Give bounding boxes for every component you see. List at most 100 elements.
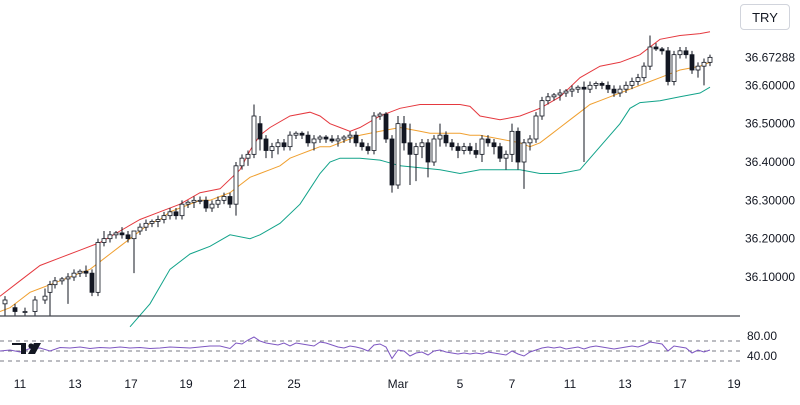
price-tick-label: 36.30000 bbox=[745, 193, 795, 207]
candle-body bbox=[215, 199, 221, 205]
candle-body bbox=[677, 50, 683, 56]
candle-body bbox=[377, 113, 383, 117]
candle-body bbox=[467, 146, 473, 151]
candle-body bbox=[179, 203, 185, 217]
candle bbox=[203, 196, 209, 212]
candle-body bbox=[533, 115, 539, 140]
candle bbox=[671, 50, 677, 86]
candle-body bbox=[227, 196, 233, 205]
candle-body bbox=[155, 219, 161, 222]
indicator-pane bbox=[0, 336, 740, 362]
time-tick-label: 13 bbox=[68, 377, 82, 391]
candle-body bbox=[371, 115, 377, 151]
candle bbox=[227, 192, 233, 208]
candle bbox=[557, 89, 563, 101]
candle-body bbox=[143, 222, 149, 228]
indicator-tick-label: 40.00 bbox=[747, 349, 777, 363]
time-tick-label: 19 bbox=[179, 377, 193, 391]
candle bbox=[323, 135, 329, 143]
price-pane bbox=[0, 31, 713, 328]
candle-body bbox=[269, 146, 275, 151]
candle-body bbox=[95, 242, 101, 293]
candle bbox=[22, 307, 28, 316]
candle bbox=[275, 139, 281, 155]
candle-body bbox=[413, 146, 419, 155]
price-tick-label: 36.60000 bbox=[745, 78, 795, 92]
indicator-tick-label: 80.00 bbox=[747, 329, 777, 343]
candle bbox=[521, 139, 527, 189]
time-tick-label: 17 bbox=[124, 377, 138, 391]
candle bbox=[77, 269, 83, 277]
candle bbox=[95, 238, 101, 297]
candle bbox=[707, 54, 713, 67]
time-axis[interactable]: 11 13 17 19 21 25 Mar 5 7 11 13 17 19 bbox=[14, 377, 741, 391]
candle-body bbox=[647, 46, 653, 67]
candle bbox=[629, 77, 635, 90]
candle bbox=[371, 112, 377, 155]
candle bbox=[431, 135, 437, 166]
candle-body bbox=[623, 84, 629, 90]
candle bbox=[2, 296, 8, 316]
currency-button[interactable]: TRY bbox=[740, 4, 790, 30]
candle bbox=[515, 127, 521, 170]
candle bbox=[281, 139, 287, 151]
tradingview-logo[interactable] bbox=[12, 343, 41, 354]
candle-body bbox=[191, 199, 197, 203]
candle bbox=[131, 230, 137, 274]
candle bbox=[509, 123, 515, 162]
candle-body bbox=[527, 138, 533, 144]
candle-body bbox=[197, 199, 203, 202]
time-tick-label: 19 bbox=[727, 377, 741, 391]
candle bbox=[347, 131, 353, 143]
candle bbox=[395, 116, 401, 189]
candle-body bbox=[239, 157, 245, 167]
candle-body bbox=[695, 65, 701, 71]
candle-body bbox=[575, 86, 581, 90]
candle-body bbox=[287, 134, 293, 148]
candle-body bbox=[107, 234, 113, 240]
candle-body bbox=[365, 146, 371, 151]
candle-body bbox=[491, 142, 497, 148]
candle-body bbox=[539, 100, 545, 117]
candle bbox=[539, 96, 545, 120]
candle-body bbox=[617, 88, 623, 94]
candle bbox=[12, 303, 18, 316]
candle-body bbox=[395, 123, 401, 186]
candle-body bbox=[119, 232, 125, 236]
candle bbox=[575, 85, 581, 93]
candle-body bbox=[173, 211, 179, 217]
candle-body bbox=[707, 56, 713, 63]
candle-body bbox=[431, 138, 437, 163]
candle-body bbox=[359, 142, 365, 148]
candle bbox=[377, 112, 383, 120]
candle bbox=[251, 104, 257, 159]
candle-body bbox=[329, 138, 335, 142]
indicator-axis[interactable]: 80.00 40.00 bbox=[747, 329, 777, 363]
candle-body bbox=[563, 90, 569, 94]
candle-body bbox=[587, 84, 593, 90]
candle bbox=[257, 116, 263, 151]
candle-body bbox=[125, 234, 131, 240]
time-tick-label: 25 bbox=[287, 377, 301, 391]
time-tick-label: 13 bbox=[618, 377, 632, 391]
candle bbox=[551, 93, 557, 101]
candle bbox=[311, 135, 317, 151]
candle-body bbox=[665, 50, 671, 82]
candle bbox=[113, 231, 119, 239]
price-tick-label: 36.40000 bbox=[745, 155, 795, 169]
candle bbox=[401, 116, 407, 151]
candle bbox=[335, 135, 341, 147]
candle bbox=[299, 131, 305, 139]
candle-body bbox=[515, 130, 521, 163]
candle-body bbox=[347, 134, 353, 138]
price-tick-label: 36.50000 bbox=[745, 117, 795, 131]
price-axis[interactable]: 36.10000 36.20000 36.30000 36.40000 36.50000… bbox=[745, 50, 795, 284]
candle-body bbox=[137, 226, 143, 232]
candle-body bbox=[59, 278, 65, 282]
candle-body bbox=[671, 54, 677, 82]
candle-body bbox=[593, 83, 599, 86]
candle bbox=[473, 142, 479, 159]
candle-body bbox=[659, 48, 665, 52]
candle-body bbox=[113, 232, 119, 236]
